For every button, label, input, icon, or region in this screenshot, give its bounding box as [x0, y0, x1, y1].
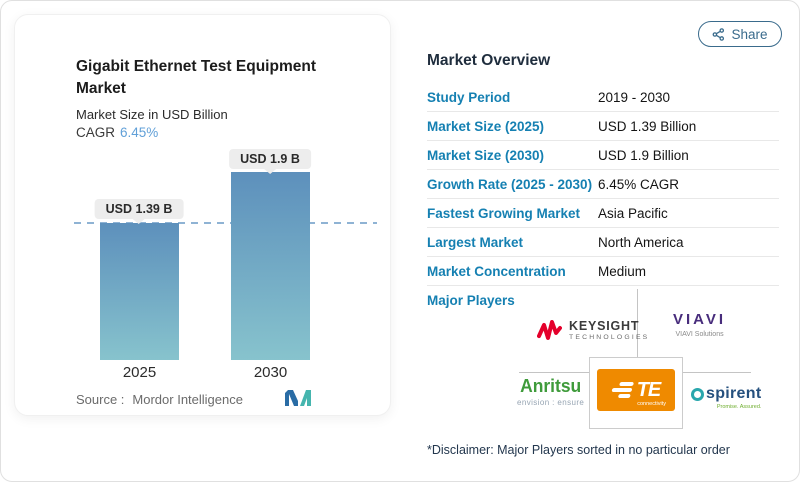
- chart-subtitle: Market Size in USD Billion: [76, 107, 228, 122]
- row-label: Growth Rate (2025 - 2030): [427, 176, 593, 192]
- cagr-label: CAGR: [76, 125, 116, 140]
- mordor-intelligence-logo-icon: [285, 390, 312, 411]
- anritsu-name: Anritsu: [520, 376, 582, 396]
- te-subtext: connectivity: [637, 401, 666, 407]
- te-orange-badge: TE connectivity: [597, 369, 675, 411]
- row-label: Market Size (2025): [427, 118, 545, 134]
- spirent-logo: spirent Promise. Assured.: [691, 385, 761, 410]
- player-connector-vertical: [637, 289, 638, 357]
- viavi-name: VIAVI: [673, 311, 727, 328]
- x-tick-2025: 2025: [122, 364, 157, 381]
- x-tick-2030: 2030: [253, 364, 288, 381]
- row-value: North America: [598, 234, 684, 250]
- market-overview-heading: Market Overview: [427, 52, 551, 69]
- reference-dashed-line: [74, 222, 377, 224]
- player-connector-left: [519, 372, 589, 373]
- keysight-logo: KEYSIGHT TECHNOLOGIES: [537, 319, 649, 341]
- table-row: Growth Rate (2025 - 2030) 6.45% CAGR: [427, 170, 779, 199]
- row-label: Fastest Growing Market: [427, 205, 581, 221]
- market-overview-table: Study Period 2019 - 2030 Market Size (20…: [427, 83, 779, 286]
- viavi-subtext: VIAVI Solutions: [675, 331, 724, 338]
- bar-label-2025: USD 1.39 B: [94, 199, 184, 219]
- anritsu-logo: Anritsu envision : ensure: [517, 376, 584, 407]
- chart-title: Gigabit Ethernet Test Equipment Market: [76, 58, 316, 97]
- row-value: USD 1.9 Billion: [598, 147, 689, 163]
- keysight-wave-icon: [537, 319, 562, 341]
- market-size-chart-card: Gigabit Ethernet Test Equipment Market M…: [14, 14, 391, 416]
- bar-2025: [100, 223, 179, 360]
- spirent-name: spirent: [706, 385, 762, 402]
- te-bars-icon: [610, 382, 634, 398]
- spirent-subtext: Promise. Assured.: [716, 404, 762, 410]
- major-players-label: Major Players: [427, 293, 515, 308]
- source-row: Source : Mordor Intelligence: [76, 392, 331, 407]
- te-name: TE: [636, 378, 662, 401]
- cagr-line: CAGR 6.45%: [76, 125, 158, 140]
- disclaimer-text: *Disclaimer: Major Players sorted in no …: [427, 443, 730, 457]
- spirent-ring-icon: [691, 387, 704, 401]
- share-icon: [712, 27, 725, 41]
- share-button-label: Share: [731, 26, 768, 42]
- share-button[interactable]: Share: [698, 21, 782, 47]
- table-row: Market Size (2025) USD 1.39 Billion: [427, 112, 779, 141]
- table-row: Market Size (2030) USD 1.9 Billion: [427, 141, 779, 170]
- bar-label-2030: USD 1.9 B: [229, 149, 311, 169]
- source-label: Source :: [76, 392, 125, 407]
- table-row: Largest Market North America: [427, 228, 779, 257]
- row-label: Market Concentration: [427, 263, 566, 279]
- anritsu-subtext: envision : ensure: [517, 398, 585, 407]
- row-label: Largest Market: [427, 234, 524, 250]
- keysight-name: KEYSIGHT: [569, 319, 640, 333]
- row-label: Market Size (2030): [427, 147, 545, 163]
- cagr-value: 6.45%: [120, 125, 159, 140]
- row-value: Medium: [598, 263, 647, 279]
- table-row: Market Concentration Medium: [427, 257, 779, 286]
- keysight-subtext: TECHNOLOGIES: [569, 334, 650, 341]
- te-connectivity-logo: TE connectivity: [589, 357, 683, 429]
- row-value: USD 1.39 Billion: [598, 118, 697, 134]
- player-connector-right: [683, 372, 751, 373]
- viavi-logo: VIAVI VIAVI Solutions: [673, 311, 726, 338]
- table-row: Fastest Growing Market Asia Pacific: [427, 199, 779, 228]
- row-label: Study Period: [427, 89, 511, 105]
- row-value: Asia Pacific: [598, 205, 668, 221]
- source-value: Mordor Intelligence: [132, 392, 243, 407]
- row-value: 2019 - 2030: [598, 89, 671, 105]
- row-value: 6.45% CAGR: [598, 176, 680, 192]
- table-row: Study Period 2019 - 2030: [427, 83, 779, 112]
- bar-2030: [231, 172, 310, 360]
